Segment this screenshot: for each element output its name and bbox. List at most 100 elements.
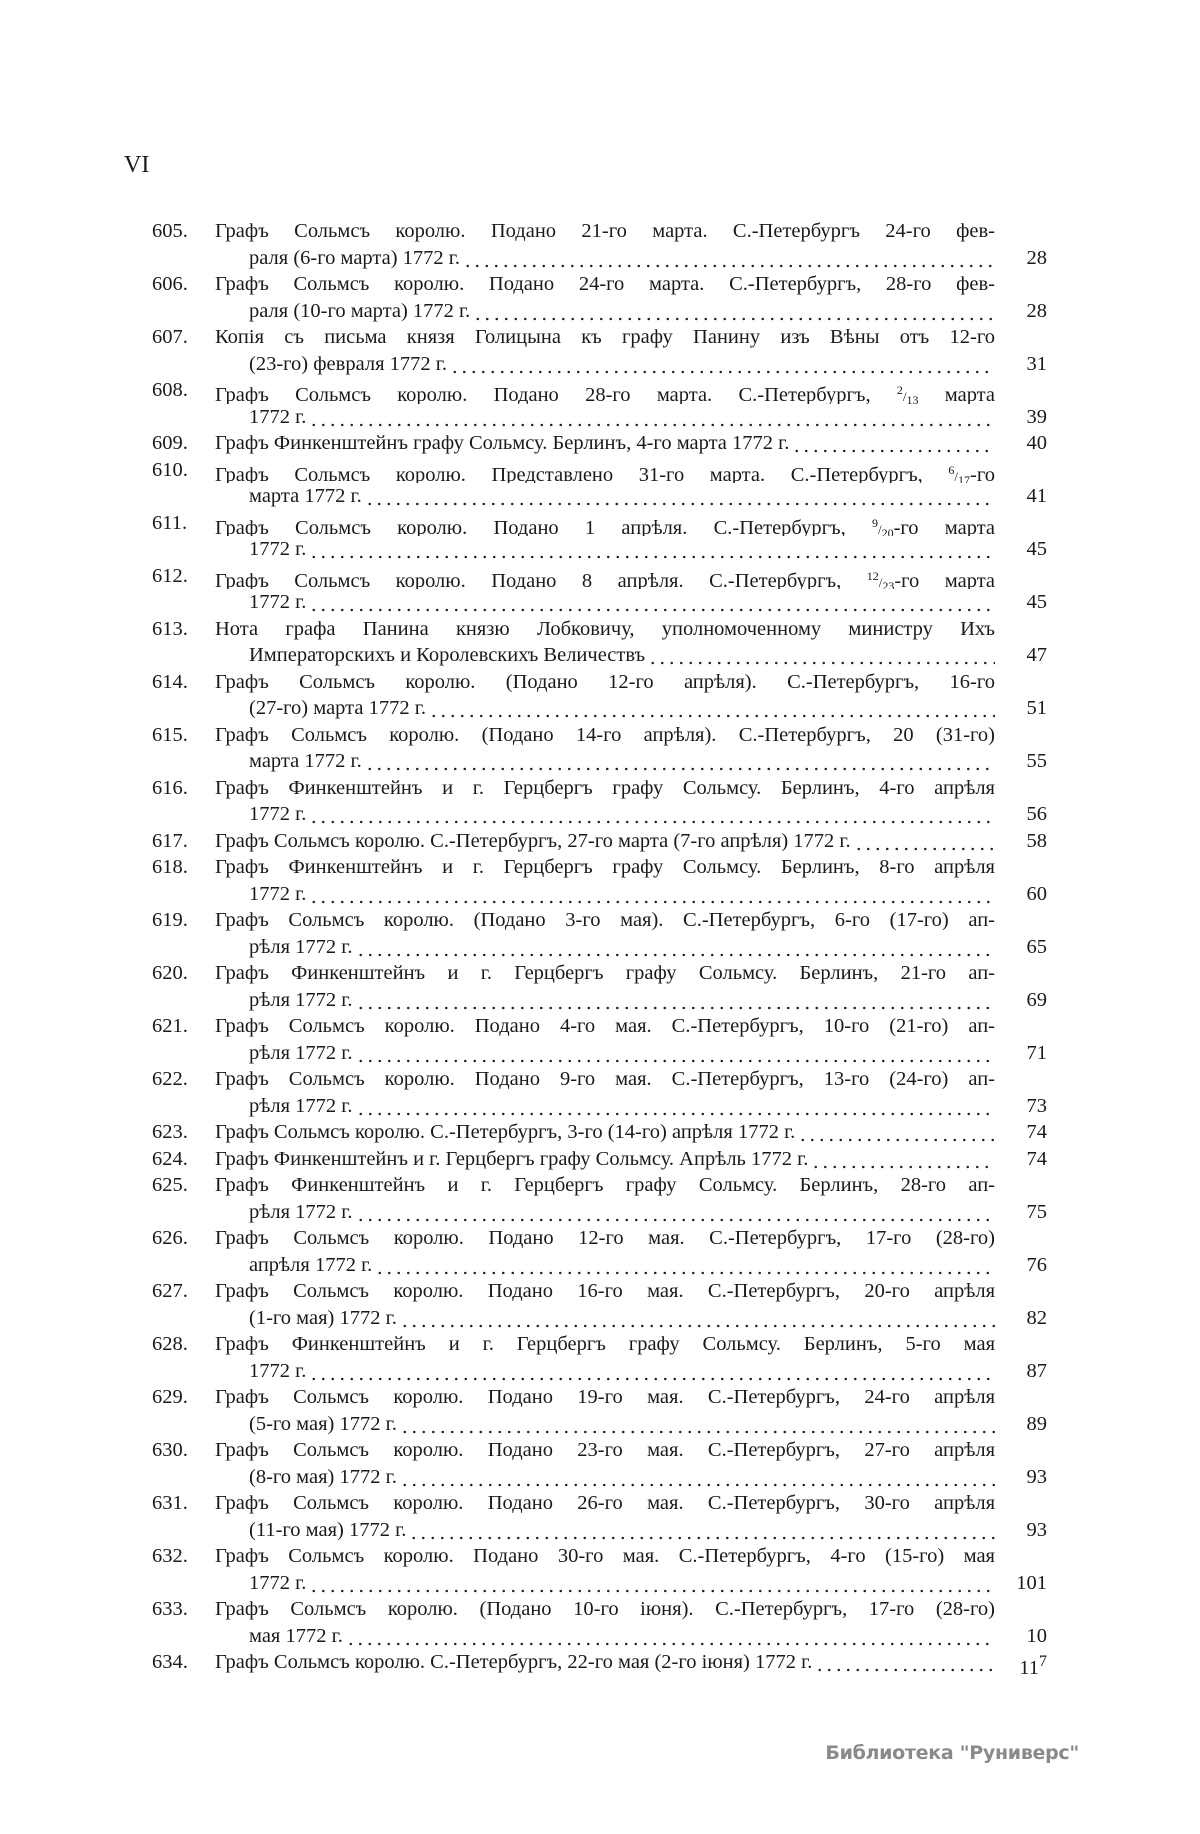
entry-title: Графъ Сольмсъ королю. Подано 23-го мая. … <box>215 1437 995 1464</box>
toc-line: 631. Графъ Сольмсъ королю. Подано 26-го м… <box>152 1490 1047 1517</box>
dot-leader <box>815 1649 995 1676</box>
toc-line: 1772 г. 56 <box>152 801 1047 828</box>
entry-number <box>152 245 215 272</box>
entry-title: 1772 г. <box>249 589 995 616</box>
toc-line: 632. Графъ Сольмсъ королю. Подано 30-го м… <box>152 1543 1047 1570</box>
toc-line: 611. Графъ Сольмсъ королю. Подано 1 апрѣл… <box>152 510 1047 537</box>
entry-title-text: рѣля 1772 г. <box>249 1040 353 1067</box>
dot-leader <box>355 1039 995 1066</box>
entry-title: Графъ Сольмсъ королю. (Подано 12-го апрѣ… <box>215 669 995 696</box>
dot-leader <box>309 536 995 563</box>
entry-text: раля (6-го марта) 1772 г. <box>249 246 461 269</box>
entry-text: Графъ Сольмсъ королю. (Подано 3-го мая).… <box>215 909 995 931</box>
entry-title: Графъ Сольмсъ королю. Подано 4-го мая. С… <box>215 1013 995 1040</box>
entry-page: 31 <box>1026 352 1048 375</box>
entry-page <box>995 457 1047 484</box>
toc-line: 624. Графъ Финкенштейнъ и г. Герцбергъ гр… <box>152 1145 1047 1173</box>
entry-text: Графъ Финкенштейнъ и г. Герцбергъ графу … <box>215 962 995 984</box>
entry-page: 76 <box>1026 1253 1048 1276</box>
entry-text: Императорскихъ и Королевскихъ Величествъ <box>249 644 646 666</box>
toc-line: рѣля 1772 г. 65 <box>152 933 1047 961</box>
entry-number <box>152 987 215 1014</box>
date-fraction: 9/20 <box>872 516 894 537</box>
entry-title-text: 1772 г. <box>249 801 306 828</box>
entry-page <box>995 616 1047 643</box>
toc-line: Императорскихъ и Королевскихъ Величествъ… <box>152 642 1047 669</box>
entry-page <box>995 775 1047 802</box>
entry-text: Графъ Сольмсъ королю. Подано 9-го мая. С… <box>215 1068 995 1090</box>
entry-page: 45 <box>1026 538 1048 560</box>
toc-line: (8-го мая) 1772 г. 93 <box>152 1463 1047 1490</box>
entry-text: Графъ Сольмсъ королю. Подано 16-го мая. … <box>215 1280 995 1302</box>
entry-text: 1772 г. <box>249 591 307 613</box>
toc-line: 618. Графъ Финкенштейнъ и г. Герцбергъ гр… <box>152 854 1047 881</box>
entry-page: 55 <box>1026 750 1048 772</box>
entry-page: 82 <box>1026 1306 1048 1329</box>
dot-leader <box>375 1251 995 1278</box>
entry-title: рѣля 1772 г. <box>249 1039 995 1067</box>
entry-title: 1772 г. <box>249 880 995 907</box>
entry-title: (1-го мая) 1772 г. <box>249 1304 995 1331</box>
entry-number: 621. <box>152 1015 188 1037</box>
entry-number: 618. <box>152 856 188 878</box>
dot-leader <box>399 1410 995 1437</box>
entry-title-text: мая 1772 г. <box>249 1623 343 1650</box>
toc-line: 1772 г. 87 <box>152 1357 1047 1385</box>
entry-title-text: раля (6-го марта) 1772 г. <box>249 245 460 272</box>
fraction-numerator: 9 <box>871 515 878 530</box>
entry-page <box>995 854 1047 881</box>
dot-leader <box>364 748 995 775</box>
entry-page <box>995 1331 1047 1358</box>
dot-leader <box>798 1119 995 1146</box>
entry-text: (11-го мая) 1772 г. <box>249 1518 407 1541</box>
entry-title: Графъ Сольмсъ королю. Подано 21-го марта… <box>215 218 995 245</box>
toc-line: рѣля 1772 г. 69 <box>152 986 1047 1014</box>
dot-leader <box>355 1198 995 1225</box>
toc-line: 627. Графъ Сольмсъ королю. Подано 16-го м… <box>152 1278 1047 1305</box>
toc-entry: 614. Графъ Сольмсъ королю. (Подано 12-го … <box>152 669 1047 722</box>
entry-title: рѣля 1772 г. <box>249 1198 995 1225</box>
entry-number <box>152 351 215 378</box>
toc-line: (27-го) марта 1772 г. 51 <box>152 695 1047 722</box>
entry-page: 75 <box>1026 1200 1048 1223</box>
toc-line: 606. Графъ Сольмсъ королю. Подано 24-го м… <box>152 271 1047 298</box>
entry-title: Копія съ письма князя Голицына къ графу … <box>215 324 995 351</box>
entry-title-text: Графъ Сольмсъ королю. С.-Петербургъ, 27-… <box>215 828 851 855</box>
entry-title: Графъ Финкенштейнъ и г. Герцбергъ графу … <box>215 775 995 802</box>
toc-line: 1772 г. 39 <box>152 403 1047 430</box>
entry-page <box>995 1490 1047 1517</box>
toc-entry: 606. Графъ Сольмсъ королю. Подано 24-го м… <box>152 271 1047 324</box>
toc-line: раля (6-го марта) 1772 г. 28 <box>152 244 1047 272</box>
entry-number: 615. <box>152 723 188 746</box>
dot-leader <box>428 695 995 722</box>
table-of-contents: 605. Графъ Сольмсъ королю. Подано 21-го м… <box>152 218 1048 1679</box>
entry-text: раля (10-го марта) 1772 г. <box>249 299 471 322</box>
entry-page <box>995 563 1047 590</box>
toc-line: 633. Графъ Сольмсъ королю. (Подано 10-го … <box>152 1596 1047 1623</box>
entry-text: (27-го) марта 1772 г. <box>249 697 426 719</box>
entry-page <box>995 1543 1047 1570</box>
entry-number: 620. <box>152 962 188 984</box>
entry-number <box>152 934 215 961</box>
entry-title: Графъ Финкенштейнъ и г. Герцбергъ графу … <box>215 854 995 881</box>
entry-number: 624. <box>152 1147 188 1170</box>
entry-number: 616. <box>152 776 188 799</box>
toc-entry: 628. Графъ Финкенштейнъ и г. Герцбергъ гр… <box>152 1331 1047 1384</box>
dot-leader <box>648 642 995 669</box>
toc-line: рѣля 1772 г. 75 <box>152 1198 1048 1225</box>
entry-title: Графъ Сольмсъ королю. Подано 16-го мая. … <box>215 1278 995 1305</box>
page-superscript: 7 <box>1039 1653 1047 1670</box>
entry-number <box>152 483 215 510</box>
entry-title: Графъ Сольмсъ королю. Подано 9-го мая. С… <box>215 1066 995 1093</box>
entry-number: 607. <box>152 326 188 348</box>
entry-page: 56 <box>1026 803 1048 825</box>
entry-title-text: 1772 г. <box>249 1570 306 1597</box>
dot-leader <box>853 827 995 854</box>
entry-title: Графъ Сольмсъ королю. Подано 8 апрѣля. С… <box>215 563 995 590</box>
entry-title: (27-го) марта 1772 г. <box>249 695 995 722</box>
dot-leader <box>449 350 995 377</box>
entry-text: 1772 г. <box>249 1359 307 1382</box>
entry-title-text: Графъ Финкенштейнъ и г. Герцбергъ графу … <box>215 1146 808 1173</box>
entry-number <box>152 1358 215 1385</box>
toc-line: 610. Графъ Сольмсъ королю. Представлено 3… <box>152 457 1047 484</box>
